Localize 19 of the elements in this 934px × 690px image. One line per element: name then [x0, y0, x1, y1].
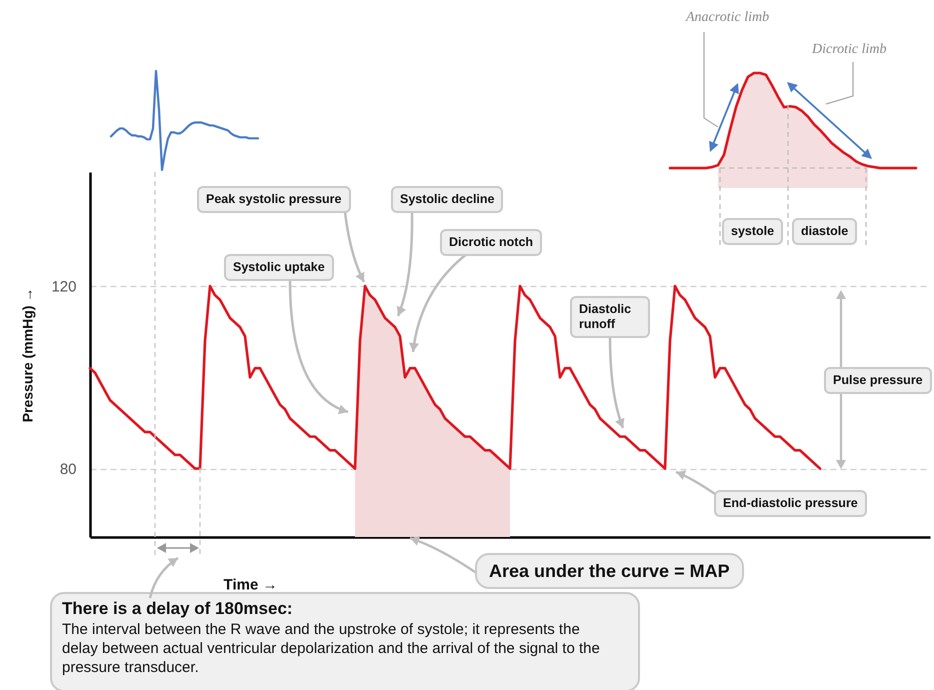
y-tick-label: 80	[60, 461, 76, 478]
text: Pulse pressure	[824, 367, 932, 394]
annotation: Systolic decline	[391, 186, 504, 213]
y-axis-title: Pressure (mmHg) →	[19, 288, 36, 422]
y-tick-label: 120	[51, 278, 76, 296]
annotation: End-diastolic pressure	[714, 490, 867, 517]
text: Area under the curve = MAP	[475, 553, 744, 589]
annotation: diastole	[792, 218, 858, 245]
text: There is a delay of 180msec:	[62, 599, 293, 619]
annotation: Systolic uptake	[224, 254, 334, 281]
text: Dicrotic limb	[812, 42, 887, 58]
x-axis-title: Time →	[224, 576, 278, 594]
annotation: Diastolic runoff	[570, 296, 650, 338]
annotation: Peak systolic pressure	[197, 186, 350, 213]
annotation: systole	[722, 218, 784, 245]
text: Anacrotic limb	[686, 10, 770, 26]
line-series	[88, 284, 822, 470]
annotation: Dicrotic notch	[440, 229, 542, 256]
text: The interval between the R wave and the upstroke of systole; it represents the delay between actual ventricular depolarization and the arrival of the signal to the pressure transducer.	[62, 620, 601, 677]
